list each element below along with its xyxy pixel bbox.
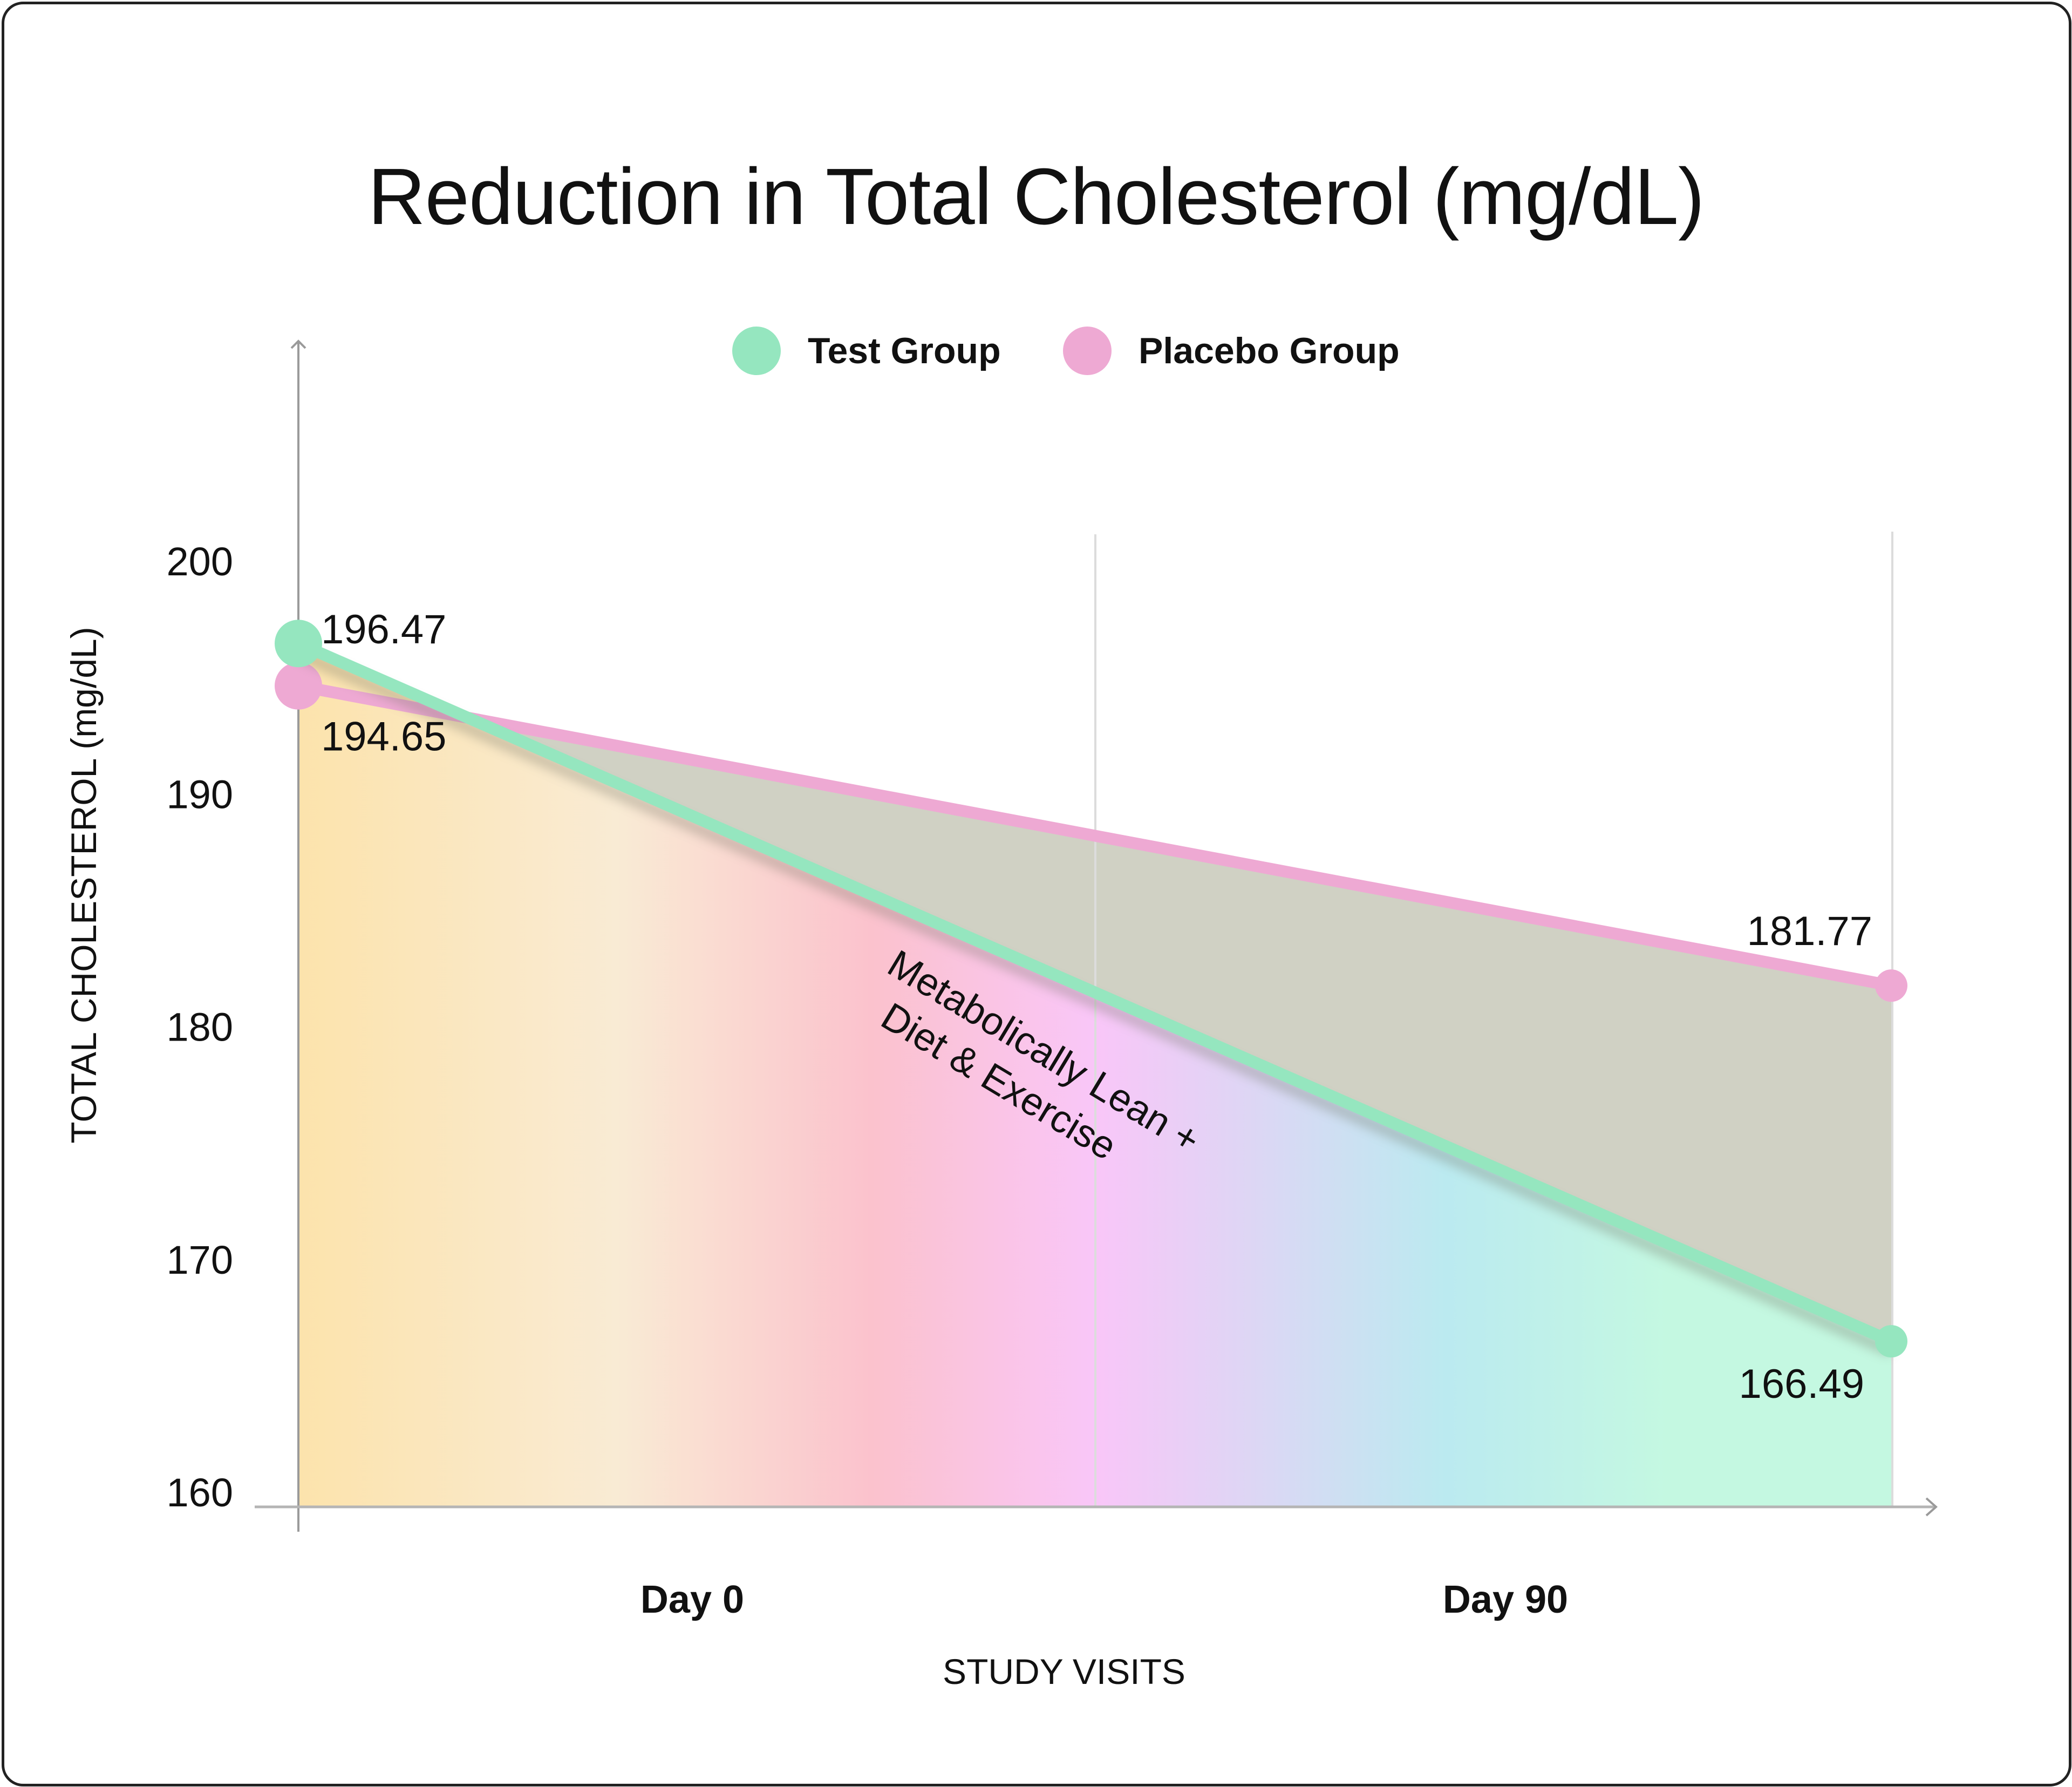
legend: Test Group Placebo Group	[0, 324, 2072, 378]
legend-item-placebo-group[interactable]: Placebo Group	[1063, 324, 1400, 378]
axes	[255, 339, 1938, 1532]
data-point-placebo-group	[1875, 969, 1907, 1002]
y-tick-label: 200	[167, 539, 233, 584]
legend-marker-placebo-group	[1063, 327, 1112, 375]
data-label: 181.77	[1747, 908, 1872, 954]
y-axis-arrow-icon	[290, 339, 306, 349]
y-tick-label: 170	[167, 1238, 233, 1282]
y-tick-label: 160	[167, 1470, 233, 1515]
legend-item-test-group[interactable]: Test Group	[732, 324, 1001, 378]
data-label: 196.47	[321, 607, 446, 653]
data-point-test-group	[1875, 1325, 1907, 1358]
data-point-placebo-group	[275, 662, 322, 710]
x-tick-day-90: Day 90	[1443, 1578, 1568, 1621]
y-tick-label: 180	[167, 1005, 233, 1050]
x-axis-label: STUDY VISITS	[943, 1652, 1185, 1691]
x-axis-arrow-icon	[1925, 1497, 1938, 1517]
data-label: 194.65	[321, 714, 446, 760]
data-label: 166.49	[1739, 1361, 1864, 1407]
chart-title: Reduction in Total Cholesterol (mg/dL)	[367, 152, 1705, 241]
data-point-test-group	[275, 620, 322, 668]
y-axis-ticks: 200 190 180 170 160	[167, 539, 233, 1515]
legend-marker-test-group	[732, 327, 781, 375]
x-tick-day-0: Day 0	[640, 1578, 744, 1621]
series-shadow	[296, 648, 1894, 1357]
y-axis-label: TOTAL CHOLESTEROL (mg/dL)	[64, 627, 104, 1143]
data-labels: 196.47 166.49 194.65 181.77	[321, 607, 1872, 1407]
legend-label-placebo-group: Placebo Group	[1139, 330, 1400, 371]
series-lines	[275, 620, 1907, 1358]
legend-label-test-group: Test Group	[808, 330, 1001, 371]
series-line-test-group	[292, 637, 1897, 1348]
series-line-placebo-group	[292, 680, 1897, 992]
y-tick-label: 190	[167, 772, 233, 817]
